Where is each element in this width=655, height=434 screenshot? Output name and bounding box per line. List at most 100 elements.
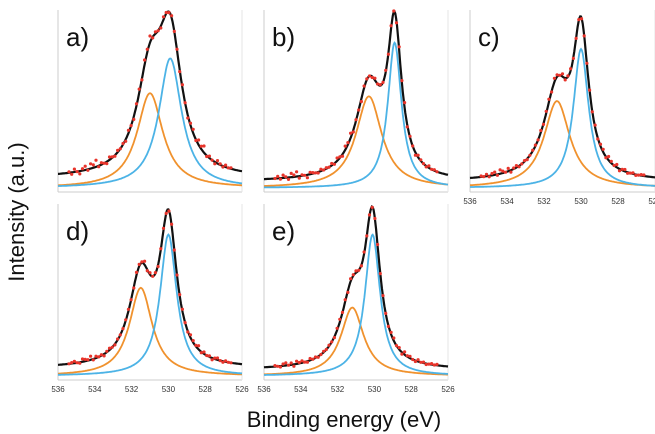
data-point (70, 172, 74, 176)
data-point (479, 174, 483, 178)
data-point (617, 169, 622, 173)
data-point (332, 336, 336, 340)
data-point (97, 355, 101, 359)
data-point (324, 347, 328, 352)
x-tick-label: 532 (537, 197, 551, 206)
data-point (191, 339, 195, 343)
data-point (91, 163, 95, 167)
data-point (403, 350, 407, 354)
data-point (631, 171, 635, 175)
data-point (319, 167, 323, 171)
data-point (370, 75, 374, 80)
data-point (413, 153, 417, 157)
data-point (121, 141, 125, 146)
panel-a: a) (57, 10, 243, 193)
data-point (634, 173, 638, 177)
data-point (215, 159, 220, 163)
data-point (408, 354, 412, 358)
data-point (148, 271, 152, 275)
fit-component-low-be (58, 233, 243, 376)
data-point (226, 360, 230, 364)
data-point (303, 173, 307, 177)
data-point (636, 173, 641, 177)
data-point (349, 131, 353, 135)
data-point (430, 167, 434, 171)
data-point (525, 158, 529, 162)
data-point (137, 87, 141, 91)
data-point (373, 216, 377, 221)
data-point (161, 15, 166, 19)
data-point (202, 350, 206, 354)
data-point (596, 137, 600, 141)
x-tick-label: 528 (199, 385, 213, 394)
data-point (609, 159, 613, 163)
data-point (367, 74, 372, 78)
panel-label: d) (66, 216, 89, 246)
data-point (566, 74, 570, 78)
data-point (335, 326, 339, 330)
data-point (362, 84, 366, 88)
data-point (305, 360, 309, 364)
data-point (67, 170, 71, 174)
data-point (140, 260, 144, 264)
data-point (484, 172, 489, 176)
data-point (102, 354, 106, 358)
data-point (110, 345, 114, 349)
data-point (411, 144, 415, 148)
data-point (482, 175, 486, 179)
panel-label: c) (478, 22, 500, 52)
x-axis-title: Binding energy (eV) (247, 407, 441, 432)
data-point (197, 138, 201, 142)
data-point (180, 307, 184, 311)
data-point (579, 17, 584, 21)
data-point (129, 298, 133, 302)
data-point (124, 318, 128, 322)
data-point (172, 29, 176, 33)
data-point (207, 154, 211, 158)
data-point (541, 122, 546, 126)
data-point (335, 156, 339, 160)
data-point (188, 121, 193, 125)
fit-component-high-be (58, 286, 242, 376)
data-point (384, 311, 388, 315)
x-tick-label: 534 (500, 197, 514, 206)
data-point (626, 171, 630, 175)
panel-c: c) 536 534 532 530 528 526 (463, 10, 655, 206)
data-point (313, 171, 318, 175)
data-point (86, 358, 90, 362)
x-tick-label: 530 (162, 385, 176, 394)
x-tick-label: 536 (51, 385, 65, 394)
data-point (215, 356, 220, 360)
data-point (392, 9, 396, 13)
data-point (137, 262, 141, 266)
data-point (286, 363, 291, 367)
data-point (94, 354, 98, 358)
data-point (487, 175, 491, 179)
data-point (316, 355, 320, 359)
data-point (503, 170, 508, 174)
data-point (394, 21, 399, 25)
fit-component-low-be (264, 233, 448, 376)
x-tick-label: 528 (611, 197, 625, 206)
data-point (313, 355, 318, 359)
data-point (552, 76, 557, 80)
data-point (365, 234, 369, 238)
data-point (126, 128, 130, 132)
fit-component-high-be (264, 95, 449, 187)
data-point (191, 127, 195, 131)
data-point (178, 70, 182, 74)
data-point (151, 274, 155, 278)
data-point (547, 97, 551, 101)
data-point (113, 154, 117, 158)
data-point (91, 358, 95, 362)
data-point (67, 362, 71, 366)
data-point (408, 134, 412, 138)
x-tick-label: 534 (88, 385, 102, 394)
data-point (400, 352, 404, 356)
x-tick-label: 526 (441, 385, 455, 394)
data-point (623, 167, 627, 172)
data-point (601, 147, 605, 151)
data-point (97, 165, 101, 169)
data-point (607, 154, 611, 159)
data-point (210, 158, 214, 162)
